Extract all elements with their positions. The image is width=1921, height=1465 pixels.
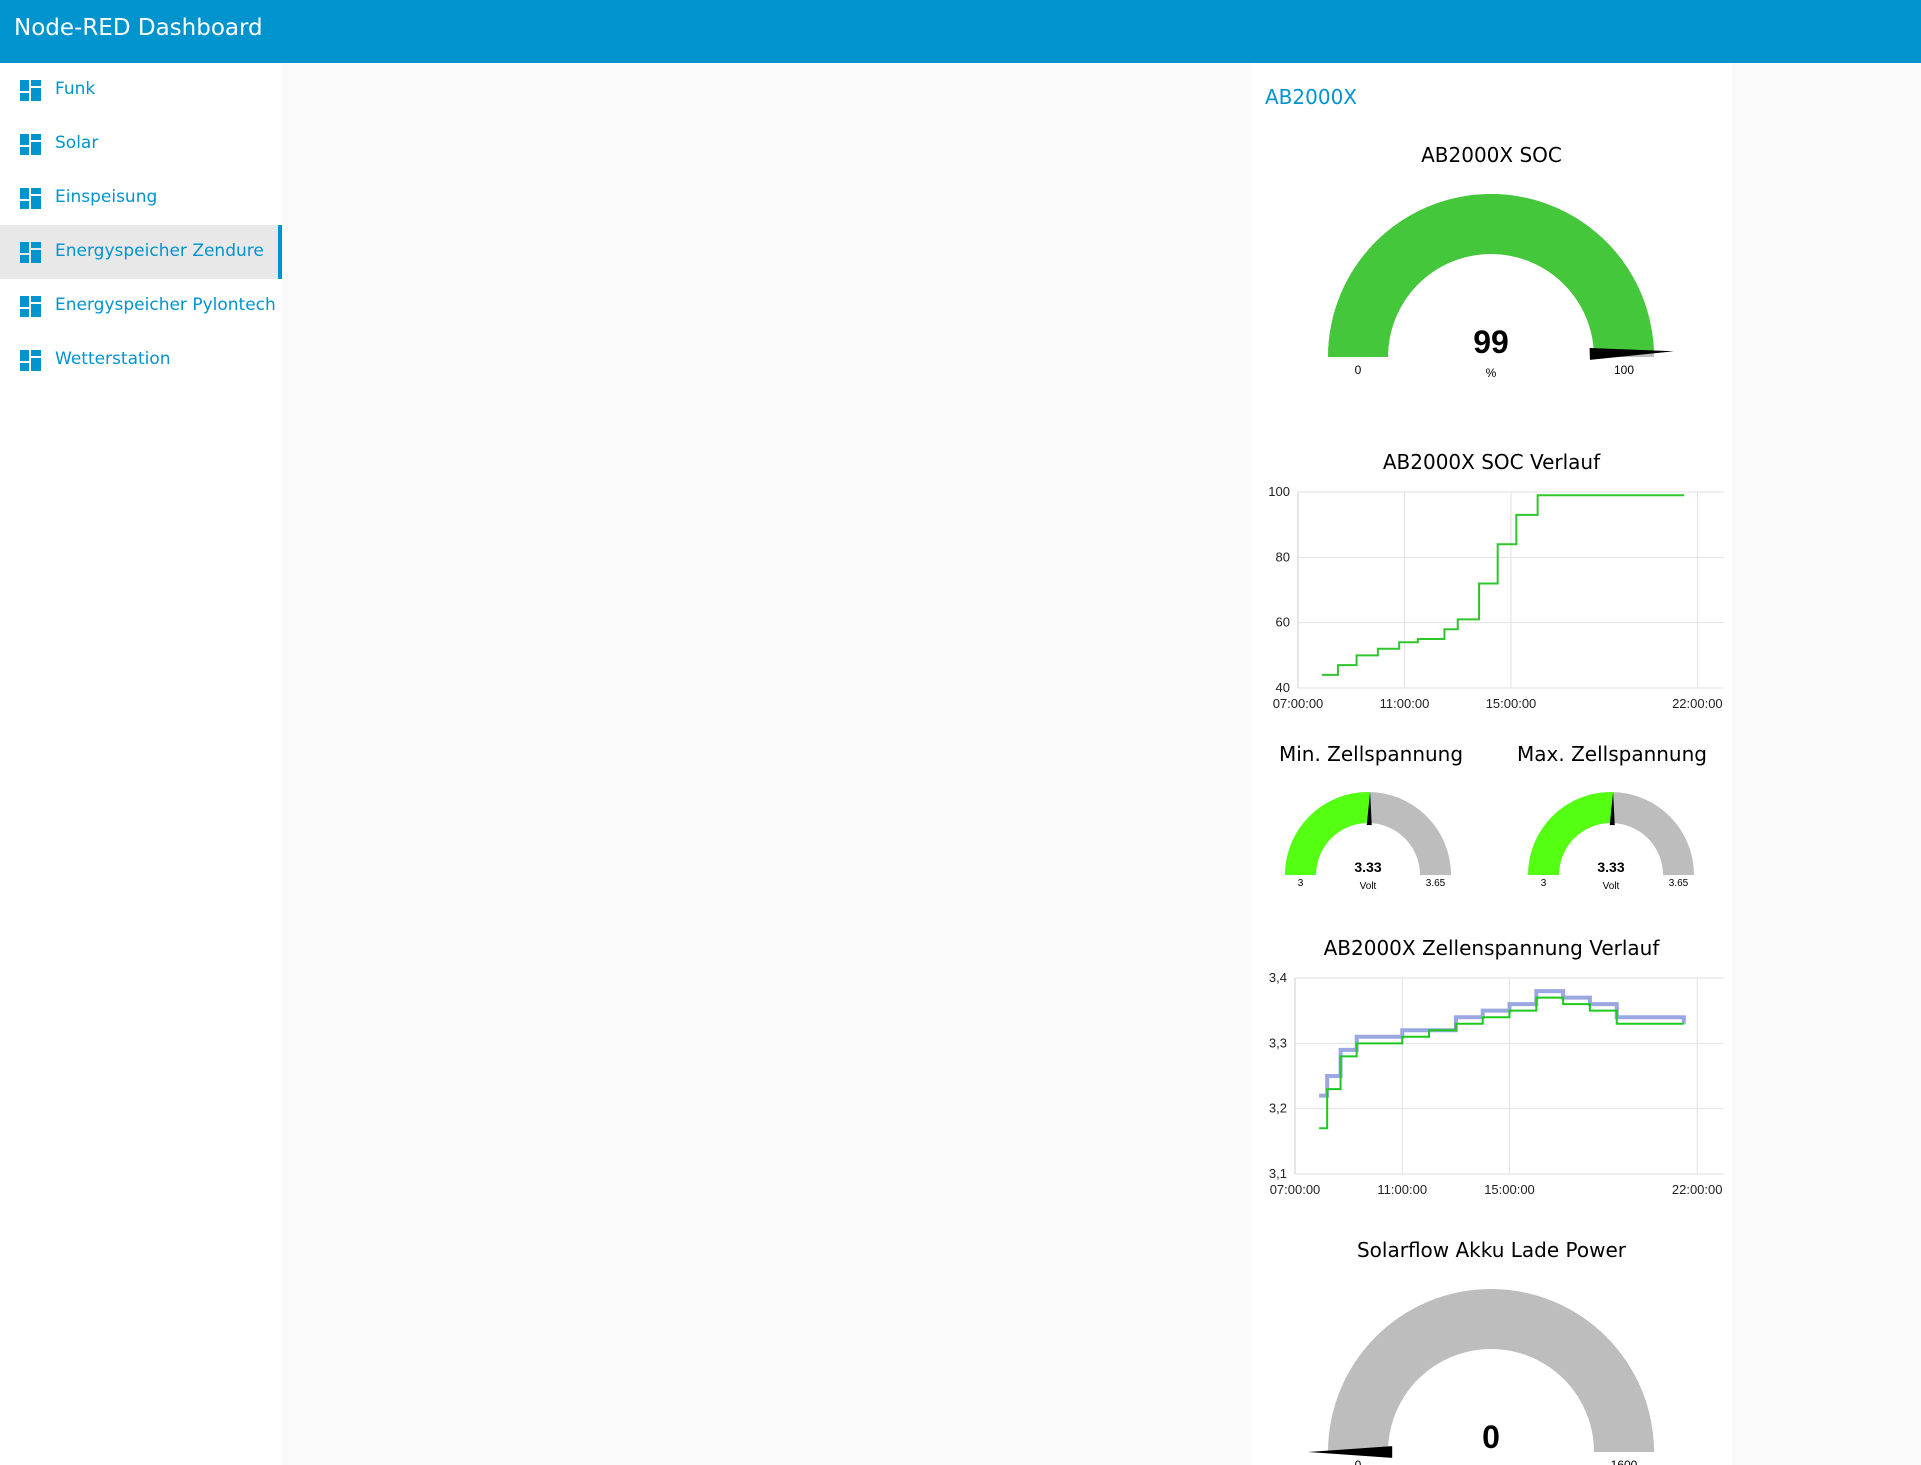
cell-voltage-line-chart: 07:00:00 11:00:00 15:00:00 22:00:00 3,1 3,2 3,… (1269, 970, 1724, 1197)
gauge-fill (1285, 792, 1371, 875)
y-tick-label: 40 (1276, 680, 1290, 695)
gauge-min-label: 3 (1298, 878, 1304, 889)
sidebar-item-energyspeicher-zendure[interactable]: Energyspeicher Zendure (0, 225, 282, 279)
y-tick-label: 3,1 (1269, 1166, 1287, 1181)
soc-gauge: 99 % 0 100 (1328, 194, 1674, 380)
dashboard-icon (20, 80, 41, 101)
sidebar-item-label: Funk (55, 79, 96, 99)
dashboard-icon (20, 188, 41, 209)
y-tick-label: 3,2 (1269, 1101, 1287, 1116)
gauge-min-label: 0 (1355, 363, 1362, 377)
min-cell-gauge: 3.33 Volt 3 3.65 (1285, 792, 1451, 892)
gauge-max-label: 100 (1614, 363, 1634, 377)
x-tick-label: 07:00:00 (1270, 1182, 1321, 1197)
app-title: Node-RED Dashboard (14, 15, 263, 41)
max-cell-gauge: 3.33 Volt 3 3.65 (1528, 792, 1694, 892)
soc-gauge-title: AB2000X SOC (1421, 143, 1562, 167)
x-tick-label: 11:00:00 (1377, 1182, 1427, 1197)
group-title: AB2000X (1265, 85, 1358, 109)
x-tick-label: 07:00:00 (1273, 696, 1324, 711)
dashboard-icon (20, 296, 41, 317)
gauge-needle (1308, 1446, 1393, 1458)
x-tick-label: 15:00:00 (1486, 696, 1537, 711)
dashboard-icon (20, 134, 41, 155)
min-cell-gauge-title: Min. Zellspannung (1278, 742, 1464, 766)
y-tick-label: 3,4 (1269, 970, 1287, 985)
sidebar-item-label: Energyspeicher Zendure (55, 241, 264, 261)
sidebar: Funk Solar Einspeisung Energyspeicher Ze… (0, 63, 282, 1465)
sidebar-item-einspeisung[interactable]: Einspeisung (0, 171, 282, 225)
sidebar-item-label: Einspeisung (55, 187, 158, 207)
gauge-value: 3.33 (1354, 859, 1381, 875)
dashboard-icon (20, 350, 41, 371)
y-tick-label: 60 (1276, 615, 1290, 630)
gauge-needle (1589, 347, 1674, 360)
sidebar-item-label: Energyspeicher Pylontech (55, 295, 276, 315)
sidebar-item-wetterstation[interactable]: Wetterstation (0, 333, 282, 387)
sidebar-item-label: Solar (55, 133, 99, 153)
sidebar-item-solar[interactable]: Solar (0, 117, 282, 171)
y-tick-label: 100 (1268, 484, 1290, 499)
gauge-value: 99 (1473, 324, 1509, 360)
soc-chart-title: AB2000X SOC Verlauf (1382, 450, 1601, 474)
gauge-value: 3.33 (1597, 859, 1624, 875)
sidebar-item-label: Wetterstation (55, 349, 171, 369)
gauge-min-label: 3 (1541, 878, 1547, 889)
sidebar-item-funk[interactable]: Funk (0, 63, 282, 117)
gauge-max-label: 3.65 (1669, 878, 1689, 889)
gauge-needle (1609, 792, 1615, 826)
x-tick-label: 22:00:00 (1672, 1182, 1723, 1197)
sidebar-item-energyspeicher-pylontech[interactable]: Energyspeicher Pylontech (0, 279, 282, 333)
gauge-value: 0 (1482, 1419, 1500, 1455)
y-tick-label: 80 (1276, 549, 1290, 564)
gauge-unit: % (1486, 366, 1497, 380)
gauge-max-label: 1600 (1611, 1458, 1638, 1465)
gauge-unit: Volt (1360, 881, 1377, 892)
y-tick-label: 3,3 (1269, 1035, 1287, 1050)
max-cell-gauge-title: Max. Zellspannung (1517, 742, 1707, 766)
gauge-fill (1328, 194, 1654, 357)
gauge-fill (1528, 792, 1614, 875)
x-tick-label: 22:00:00 (1672, 696, 1723, 711)
group-card (1251, 63, 1732, 1465)
cell-voltage-chart-title: AB2000X Zellenspannung Verlauf (1323, 936, 1660, 960)
power-gauge-title: Solarflow Akku Lade Power (1356, 1238, 1626, 1262)
gauge-needle (1366, 792, 1372, 826)
gauge-unit: Volt (1603, 881, 1620, 892)
series-line-2 (1319, 996, 1684, 1130)
gauge-min-label: 0 (1355, 1458, 1362, 1465)
power-gauge: 0 0 1600 (1308, 1289, 1654, 1465)
soc-line-chart: 07:00:00 11:00:00 15:00:00 22:00:00 40 60 80 10… (1268, 484, 1724, 711)
series-line-1 (1321, 494, 1685, 676)
gauge-track (1328, 1289, 1654, 1452)
x-tick-label: 15:00:00 (1484, 1182, 1535, 1197)
top-toolbar: Node-RED Dashboard (0, 0, 1921, 63)
dashboard-icon (20, 242, 41, 263)
gauge-max-label: 3.65 (1426, 878, 1446, 889)
x-tick-label: 11:00:00 (1380, 696, 1430, 711)
